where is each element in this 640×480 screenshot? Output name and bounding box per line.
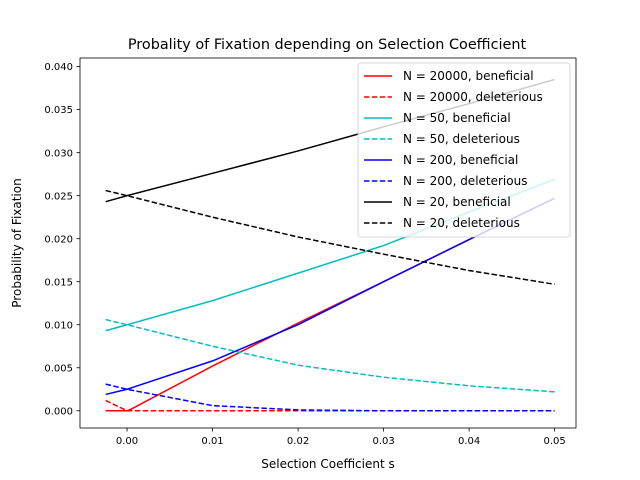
x-axis: 0.00 0.01 0.02 0.03 0.04 0.05: [116, 428, 566, 447]
x-tick-label: 0.04: [458, 436, 480, 447]
y-tick-label: 0.035: [44, 105, 73, 116]
series-line-5: [105, 197, 555, 396]
x-tick-label: 0.03: [372, 436, 394, 447]
y-tick-label: 0.025: [44, 191, 73, 202]
legend-entry-label: N = 20, deleterious: [403, 216, 520, 230]
x-tick-label: 0.02: [287, 436, 309, 447]
x-tick-label: 0.00: [116, 436, 138, 447]
legend-entry-label: N = 20, beneficial: [403, 195, 511, 209]
legend: N = 20000, beneficial N = 20000, deleteri…: [357, 62, 571, 238]
y-tick-label: 0.015: [44, 277, 73, 288]
x-axis-label: Selection Coefficient s: [261, 457, 395, 471]
legend-entry-label: N = 20000, deleterious: [403, 90, 543, 104]
legend-entry-label: N = 20000, beneficial: [403, 69, 534, 83]
legend-box: [357, 62, 571, 238]
y-axis-label: Probability of Fixation: [10, 178, 24, 307]
legend-entry-label: N = 50, beneficial: [403, 111, 511, 125]
y-tick-label: 0.000: [44, 406, 73, 417]
plot-frame: [79, 57, 577, 429]
series-line-4: [105, 318, 555, 393]
y-tick-label: 0.030: [44, 148, 73, 159]
y-tick-label: 0.040: [44, 62, 73, 73]
y-tick-label: 0.005: [44, 363, 73, 374]
chart-title: Probality of Fixation depending on Selec…: [128, 37, 527, 53]
series-line-6: [105, 383, 555, 412]
y-axis: 0.000 0.005 0.010 0.015 0.020 0.025 0.030 0.035…: [44, 62, 80, 417]
legend-entry-label: N = 200, beneficial: [403, 153, 518, 167]
series-line-8: [105, 189, 555, 286]
legend-entry-label: N = 200, deleterious: [403, 174, 527, 188]
x-tick-label: 0.05: [543, 436, 565, 447]
legend-entry-label: N = 50, deleterious: [403, 132, 520, 146]
series-layer: [105, 78, 555, 412]
y-tick-label: 0.010: [44, 320, 73, 331]
x-tick-label: 0.01: [201, 436, 223, 447]
series-line-2: [105, 399, 555, 412]
y-tick-label: 0.020: [44, 234, 73, 245]
